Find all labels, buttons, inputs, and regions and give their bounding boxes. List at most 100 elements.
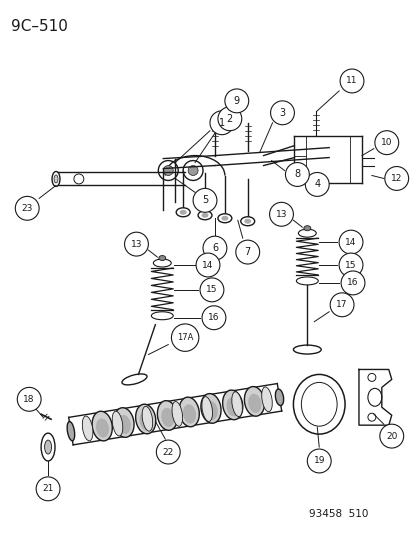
Circle shape: [374, 131, 398, 155]
Circle shape: [202, 306, 225, 330]
Circle shape: [188, 166, 197, 175]
Ellipse shape: [222, 390, 242, 419]
Ellipse shape: [298, 229, 316, 237]
Circle shape: [235, 240, 259, 264]
Ellipse shape: [157, 401, 177, 430]
Ellipse shape: [54, 175, 58, 183]
Ellipse shape: [153, 259, 171, 267]
Circle shape: [196, 253, 219, 277]
Circle shape: [163, 166, 173, 175]
Ellipse shape: [41, 433, 55, 461]
Circle shape: [269, 203, 293, 226]
Text: 17: 17: [335, 300, 347, 309]
Ellipse shape: [303, 225, 310, 231]
Ellipse shape: [183, 405, 196, 424]
Text: 6: 6: [211, 243, 218, 253]
Ellipse shape: [82, 416, 93, 441]
Ellipse shape: [122, 374, 147, 385]
Circle shape: [156, 440, 180, 464]
Ellipse shape: [159, 255, 165, 261]
Ellipse shape: [176, 208, 190, 217]
Text: 14: 14: [202, 261, 213, 270]
Text: 1: 1: [218, 118, 224, 128]
Ellipse shape: [117, 415, 131, 434]
Ellipse shape: [179, 210, 186, 215]
Ellipse shape: [293, 345, 320, 354]
Circle shape: [340, 271, 364, 295]
Ellipse shape: [367, 389, 381, 406]
Text: 8: 8: [294, 169, 300, 180]
Ellipse shape: [151, 312, 173, 320]
Ellipse shape: [200, 393, 221, 423]
Ellipse shape: [244, 386, 264, 416]
Text: 16: 16: [347, 278, 358, 287]
Circle shape: [285, 163, 309, 187]
Circle shape: [305, 173, 328, 196]
Text: 21: 21: [42, 484, 54, 494]
Ellipse shape: [201, 213, 208, 218]
Text: 14: 14: [344, 238, 356, 247]
Text: 17A: 17A: [176, 333, 193, 342]
Ellipse shape: [142, 406, 152, 431]
Text: 2: 2: [226, 114, 233, 124]
Circle shape: [202, 236, 226, 260]
Ellipse shape: [161, 408, 174, 427]
Ellipse shape: [261, 387, 272, 412]
Ellipse shape: [139, 411, 152, 431]
Ellipse shape: [92, 411, 112, 441]
Ellipse shape: [293, 375, 344, 434]
Ellipse shape: [221, 216, 228, 221]
Text: 22: 22: [162, 448, 173, 457]
Circle shape: [17, 387, 41, 411]
Circle shape: [224, 89, 248, 113]
Text: 5: 5: [202, 196, 208, 205]
Ellipse shape: [67, 422, 74, 441]
Ellipse shape: [96, 418, 109, 438]
Text: 13: 13: [131, 240, 142, 248]
Ellipse shape: [45, 440, 52, 454]
Text: 15: 15: [206, 285, 217, 294]
Circle shape: [379, 424, 403, 448]
Ellipse shape: [197, 211, 211, 220]
Ellipse shape: [112, 411, 123, 436]
Circle shape: [209, 111, 233, 135]
Circle shape: [124, 232, 148, 256]
Circle shape: [15, 196, 39, 220]
Text: 18: 18: [24, 395, 35, 404]
Text: 16: 16: [208, 313, 219, 322]
Circle shape: [217, 107, 241, 131]
Text: 19: 19: [313, 456, 324, 465]
Text: 23: 23: [21, 204, 33, 213]
Circle shape: [171, 324, 198, 351]
Text: 93458  510: 93458 510: [309, 508, 368, 519]
Ellipse shape: [244, 219, 251, 224]
Circle shape: [199, 278, 223, 302]
Ellipse shape: [135, 404, 155, 434]
Ellipse shape: [52, 172, 60, 187]
Text: 20: 20: [385, 432, 396, 441]
Text: 7: 7: [244, 247, 250, 257]
Ellipse shape: [248, 394, 261, 413]
Ellipse shape: [171, 401, 182, 426]
Ellipse shape: [202, 397, 212, 422]
Text: 15: 15: [344, 261, 356, 270]
Ellipse shape: [114, 408, 134, 438]
Ellipse shape: [301, 382, 336, 426]
Ellipse shape: [226, 397, 239, 416]
Ellipse shape: [217, 214, 231, 223]
Text: 13: 13: [275, 210, 287, 219]
Circle shape: [306, 449, 330, 473]
Ellipse shape: [204, 401, 217, 420]
Ellipse shape: [240, 217, 254, 225]
Ellipse shape: [296, 277, 318, 285]
Circle shape: [339, 69, 363, 93]
Text: 10: 10: [380, 138, 392, 147]
Ellipse shape: [275, 389, 283, 406]
Text: 12: 12: [390, 174, 401, 183]
Circle shape: [338, 230, 362, 254]
Circle shape: [270, 101, 294, 125]
Circle shape: [330, 293, 353, 317]
Text: 4: 4: [313, 180, 320, 189]
Ellipse shape: [179, 397, 199, 427]
Text: 3: 3: [279, 108, 285, 118]
